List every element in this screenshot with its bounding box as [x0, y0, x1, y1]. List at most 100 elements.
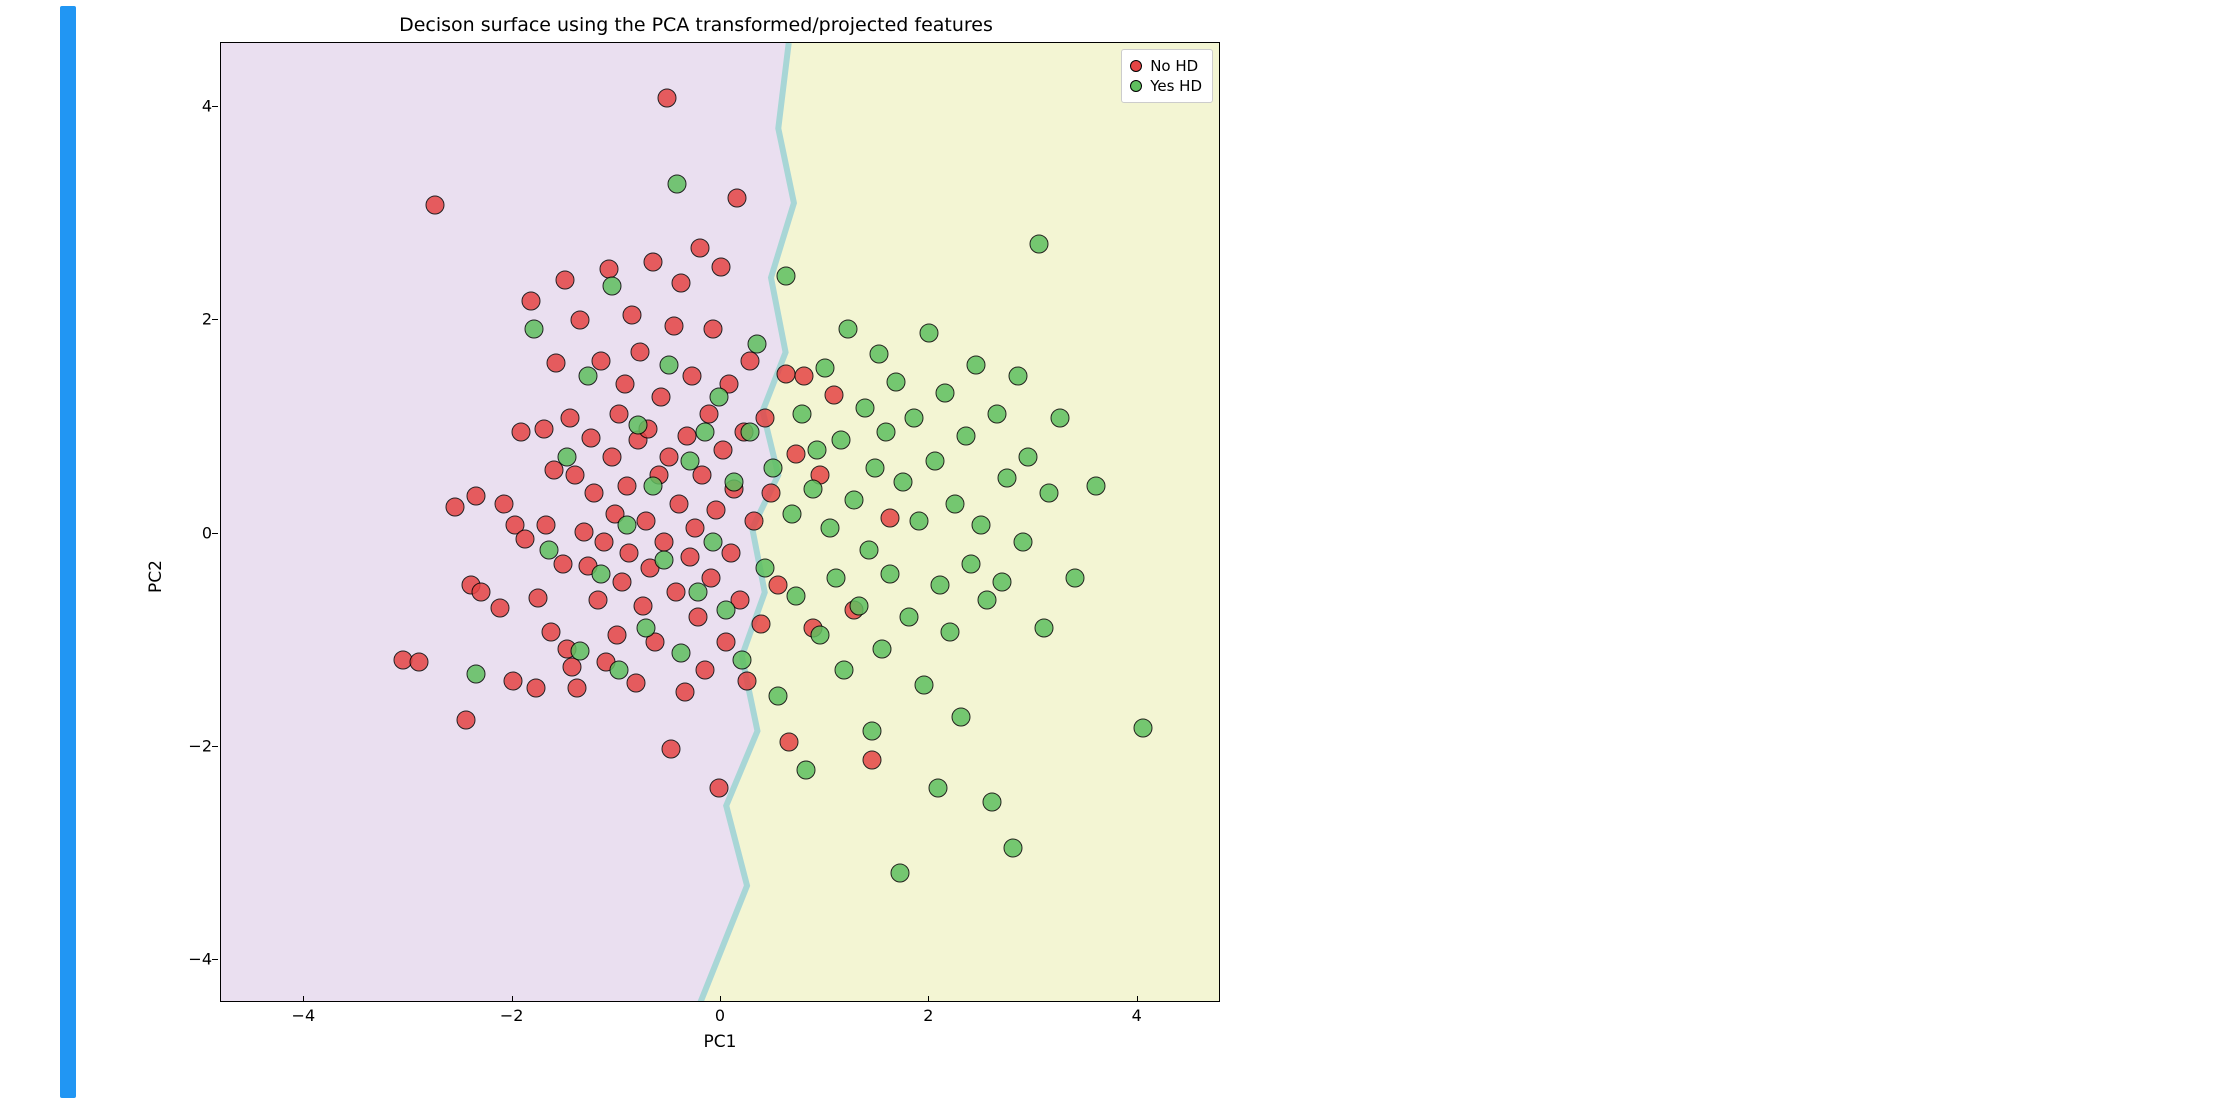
data-point [547, 354, 566, 373]
data-point [607, 626, 626, 645]
data-point [831, 430, 850, 449]
data-point [446, 498, 465, 517]
data-point [863, 722, 882, 741]
data-point [797, 761, 816, 780]
data-point [472, 583, 491, 602]
data-point [717, 601, 736, 620]
data-point [887, 373, 906, 392]
data-point [609, 405, 628, 424]
data-point [1008, 366, 1027, 385]
data-point [691, 238, 710, 257]
data-point [524, 319, 543, 338]
data-point [1133, 718, 1152, 737]
y-axis-label: PC2 [146, 42, 172, 1052]
data-point [703, 319, 722, 338]
data-point [599, 260, 618, 279]
data-point [659, 447, 678, 466]
data-point [495, 494, 514, 513]
data-point [967, 356, 986, 375]
data-point [654, 551, 673, 570]
data-point [727, 188, 746, 207]
data-point [1014, 533, 1033, 552]
data-point [810, 626, 829, 645]
data-point [962, 554, 981, 573]
data-point [630, 343, 649, 362]
data-point [1019, 447, 1038, 466]
data-point [891, 863, 910, 882]
data-point [712, 258, 731, 277]
x-tick-mark [512, 996, 513, 1002]
x-axis-label: PC1 [220, 1032, 1220, 1052]
data-point [873, 639, 892, 658]
data-point [816, 359, 835, 378]
data-point [956, 426, 975, 445]
data-point [738, 671, 757, 690]
decision-surface [221, 43, 1220, 1002]
y-tick-label: −2 [188, 737, 212, 756]
data-point [764, 458, 783, 477]
data-point [741, 423, 760, 442]
data-point [839, 319, 858, 338]
data-point [776, 266, 795, 285]
data-point [866, 458, 885, 477]
data-point [904, 409, 923, 428]
data-point [894, 473, 913, 492]
data-point [613, 572, 632, 591]
data-point [703, 533, 722, 552]
data-point [876, 423, 895, 442]
data-point [578, 366, 597, 385]
y-tick-mark [212, 746, 218, 747]
data-point [909, 511, 928, 530]
data-point [915, 676, 934, 695]
x-ticks: −4−2024 [220, 1002, 1220, 1028]
data-point [722, 543, 741, 562]
data-point [1066, 569, 1085, 588]
y-tick-mark [212, 106, 218, 107]
data-point [409, 652, 428, 671]
legend-item: Yes HD [1130, 76, 1202, 96]
data-point [769, 575, 788, 594]
data-point [682, 366, 701, 385]
data-point [491, 599, 510, 618]
data-point [602, 277, 621, 296]
data-point [849, 597, 868, 616]
data-point [618, 476, 637, 495]
data-point [626, 674, 645, 693]
data-point [592, 565, 611, 584]
legend-swatch-icon [1130, 80, 1142, 92]
data-point [1003, 839, 1022, 858]
data-point [654, 533, 673, 552]
data-point [670, 494, 689, 513]
y-tick-mark [212, 533, 218, 534]
data-point [566, 466, 585, 485]
data-point [677, 426, 696, 445]
data-point [870, 345, 889, 364]
data-point [745, 511, 764, 530]
data-point [672, 644, 691, 663]
data-point [685, 519, 704, 538]
y-tick-label: 4 [202, 97, 212, 116]
data-point [824, 386, 843, 405]
data-point [899, 607, 918, 626]
data-point [845, 490, 864, 509]
data-point [834, 661, 853, 680]
data-point [776, 364, 795, 383]
data-point [665, 316, 684, 335]
data-point [1087, 476, 1106, 495]
data-point [425, 196, 444, 215]
data-point [553, 554, 572, 573]
data-point [724, 473, 743, 492]
data-point [826, 569, 845, 588]
data-point [595, 533, 614, 552]
data-point [689, 607, 708, 626]
x-tick-mark [928, 996, 929, 1002]
data-point [467, 665, 486, 684]
plot-column: No HD Yes HD −4−2024 PC1 [220, 42, 1220, 1052]
legend-item: No HD [1130, 56, 1202, 76]
x-tick-label: −4 [292, 1006, 316, 1025]
x-tick-label: 4 [1132, 1006, 1142, 1025]
data-point [662, 740, 681, 759]
data-point [1050, 409, 1069, 428]
data-point [516, 530, 535, 549]
data-point [709, 778, 728, 797]
